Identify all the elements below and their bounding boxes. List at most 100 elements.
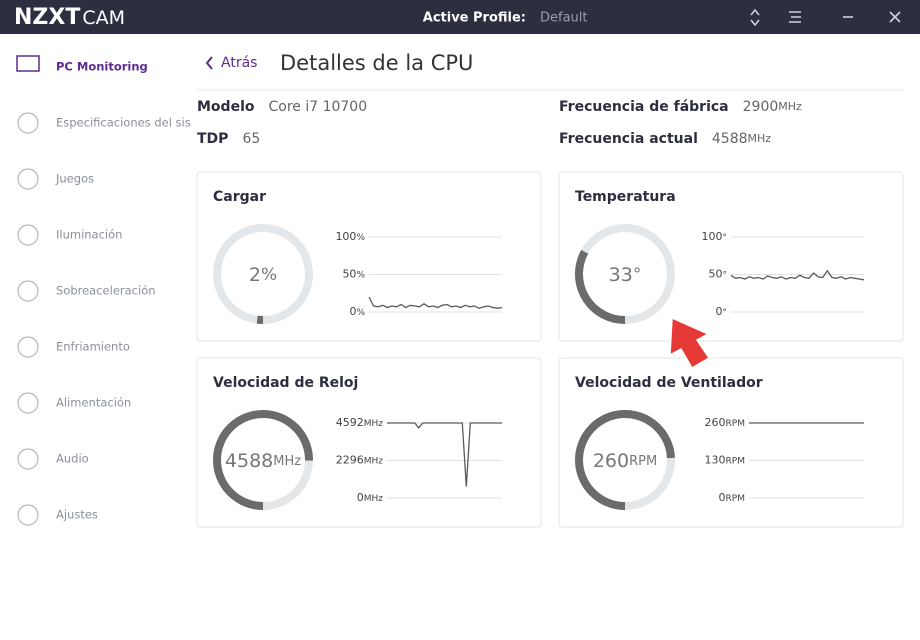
y-tick-label: 4592MHz: [336, 416, 384, 429]
nav-item[interactable]: Sobreaceleración: [17, 280, 156, 302]
nav-label[interactable]: PC Monitoring: [56, 60, 148, 74]
spec-unit: MHz: [748, 132, 772, 145]
spec: Frecuencia actual 4588MHz: [559, 131, 771, 147]
tick-value: 260: [705, 416, 726, 429]
tick-unit: RPM: [726, 419, 745, 429]
nav-item[interactable]: Ajustes: [17, 504, 98, 526]
tick-unit: %: [356, 270, 365, 280]
nav-item[interactable]: Enfriamiento: [17, 336, 130, 358]
nav-label[interactable]: Juegos: [55, 172, 94, 186]
tick-value: 0: [716, 305, 723, 318]
window-controls: [750, 8, 901, 27]
close-button[interactable]: [889, 11, 901, 23]
panels: Cargar2%0%50%100%Temperatura33°0°50°100°…: [196, 171, 904, 528]
y-tick-label: 100°: [702, 230, 728, 243]
panel-title: Cargar: [213, 189, 266, 205]
spec: Frecuencia de fábrica 2900MHz: [559, 99, 802, 115]
panel: Velocidad de Ventilador260RPM0RPM130RPM2…: [558, 357, 904, 528]
nav-item[interactable]: Especificaciones del sis: [17, 112, 191, 134]
tick-unit: °: [723, 233, 728, 243]
spec-label: Frecuencia de fábrica: [559, 99, 729, 115]
gauge-value: 260: [593, 450, 629, 472]
gauge-label: 4588MHz: [225, 450, 301, 472]
nav-label[interactable]: Iluminación: [56, 228, 122, 242]
profile-value[interactable]: Default: [540, 11, 588, 26]
nav-label[interactable]: Audio: [56, 452, 89, 466]
tick-value: 0: [349, 305, 356, 318]
y-tick-label: 0%: [349, 305, 365, 318]
nav-label[interactable]: Ajustes: [56, 508, 98, 522]
tick-value: 4592: [336, 416, 364, 429]
nav-label[interactable]: Enfriamiento: [56, 340, 130, 354]
y-tick-label: 0MHz: [357, 491, 384, 504]
nav-label[interactable]: Especificaciones del sis: [56, 116, 191, 130]
back-label[interactable]: Atrás: [221, 55, 257, 71]
y-tick-label: 0RPM: [719, 491, 745, 504]
nav-icon: [17, 280, 39, 302]
menu-button[interactable]: [789, 11, 801, 23]
logo: NZXT CAM: [14, 5, 125, 30]
y-tick-label: 0°: [716, 305, 728, 318]
panel-frame: [196, 171, 542, 342]
y-tick-label: 260RPM: [705, 416, 745, 429]
tick-value: 100: [335, 230, 356, 243]
gauge-arc: [575, 410, 675, 510]
spec-value: Core i7 10700: [268, 99, 367, 115]
profile-switch[interactable]: [750, 8, 760, 27]
nav-item[interactable]: Alimentación: [17, 392, 131, 414]
panel-frame: [558, 357, 904, 528]
gauge-unit: RPM: [629, 454, 657, 469]
nav-label[interactable]: Sobreaceleración: [56, 284, 156, 298]
gauge-label: 260RPM: [593, 450, 657, 472]
nav-item[interactable]: Audio: [17, 448, 89, 470]
sidebar: PC Monitoring Especificaciones del sis Jue…: [16, 55, 191, 526]
back-button[interactable]: Atrás: [205, 55, 257, 71]
tick-value: 50: [342, 268, 356, 281]
tick-value: 0: [719, 491, 726, 504]
tick-unit: %: [356, 233, 365, 243]
specs: Modelo Core i7 10700 TDP 65 Frecuencia de fá…: [197, 99, 802, 147]
tick-unit: %: [356, 308, 365, 318]
tick-unit: RPM: [726, 494, 745, 504]
annotation-arrow: [669, 316, 711, 370]
spec-unit: MHz: [778, 100, 802, 113]
panel-title: Temperatura: [575, 189, 676, 205]
panel-title: Velocidad de Reloj: [213, 375, 358, 391]
nav-icon: [16, 55, 40, 72]
spec-value: 2900: [743, 99, 779, 115]
sparkline: [730, 269, 865, 281]
gauge-label: 33°: [609, 264, 642, 286]
tick-value: 0: [357, 491, 364, 504]
nav-icon: [17, 168, 39, 190]
profile-label: Active Profile:: [423, 11, 526, 26]
sparkline: [387, 422, 502, 487]
tick-unit: MHz: [364, 494, 384, 504]
spec: Modelo Core i7 10700: [197, 99, 367, 115]
gauge-value: 2: [249, 264, 261, 286]
nav-label[interactable]: Alimentación: [56, 396, 131, 410]
nav-icon: [17, 336, 39, 358]
gauge-value: 33: [609, 264, 633, 286]
tick-value: 2296: [336, 454, 364, 467]
back-icon: [205, 56, 213, 70]
spec: TDP 65: [197, 131, 260, 147]
nav-icon: [17, 112, 39, 134]
nav-item[interactable]: PC Monitoring: [16, 55, 148, 74]
panel-frame: [196, 357, 542, 528]
spec-value: 4588: [712, 131, 748, 147]
gauge-unit: MHz: [273, 454, 301, 469]
tick-unit: RPM: [726, 456, 745, 466]
gauge-value: 4588: [225, 450, 273, 472]
nav-item[interactable]: Iluminación: [17, 224, 122, 246]
nav-item[interactable]: Juegos: [17, 168, 94, 190]
gauge-unit: °: [633, 265, 642, 285]
tick-value: 130: [705, 454, 726, 467]
spec-label: Modelo: [197, 99, 255, 115]
y-tick-label: 50%: [342, 268, 365, 281]
gauge-arc: [213, 410, 313, 510]
logo-bold: NZXT: [14, 5, 80, 30]
tick-value: 50: [709, 268, 723, 281]
